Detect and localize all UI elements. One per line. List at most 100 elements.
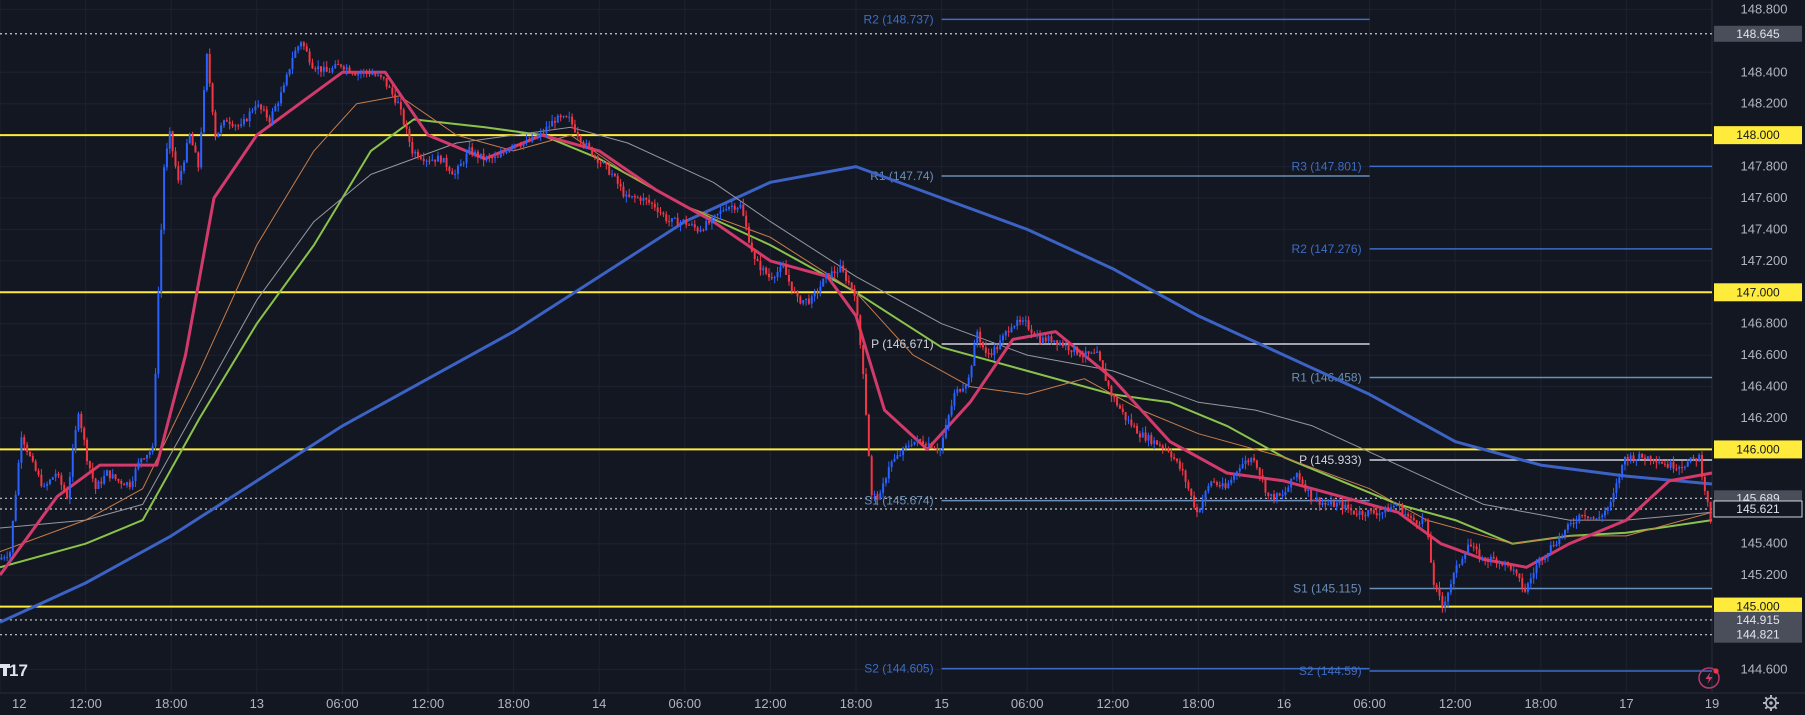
price-axis[interactable]: 148.800 148.400 148.200 147.800 147.600 147.4… xyxy=(1713,1,1803,676)
candle-body xyxy=(1449,584,1452,593)
candle-body xyxy=(1555,544,1558,547)
candle-body xyxy=(636,197,639,199)
candle-body xyxy=(71,449,74,477)
candle-body xyxy=(1370,510,1373,512)
candle-body xyxy=(1061,342,1064,347)
candle-body xyxy=(979,331,982,342)
candle-body xyxy=(357,72,360,76)
candle-body xyxy=(397,102,400,104)
candle-body xyxy=(268,117,271,123)
candle-body xyxy=(1350,508,1353,511)
candle-body xyxy=(1529,578,1532,584)
candle-body xyxy=(1150,435,1153,444)
candle-body xyxy=(100,481,103,484)
candle-body xyxy=(111,474,114,479)
candle-body xyxy=(1116,397,1119,406)
x-tick-label: 06:00 xyxy=(669,696,702,711)
candle-body xyxy=(408,128,411,143)
x-tick-label: 18:00 xyxy=(497,696,530,711)
candle-body xyxy=(505,152,508,154)
candle-body xyxy=(1030,329,1033,334)
pivot-label: R1 (146.458) xyxy=(1292,370,1362,384)
candle-body xyxy=(402,109,405,125)
candle-body xyxy=(1538,557,1541,565)
moving-average-line xyxy=(0,70,1713,576)
candle-body xyxy=(334,64,337,69)
pivot-label: S2 (144.59) xyxy=(1299,664,1362,678)
candle-body xyxy=(673,217,676,219)
candle-body xyxy=(927,442,930,446)
candle-body xyxy=(1584,515,1587,517)
candle-body xyxy=(825,273,828,279)
candle-body xyxy=(1381,512,1384,514)
candle-body xyxy=(1121,408,1124,412)
candle-body xyxy=(1070,350,1073,353)
candle-body xyxy=(1655,460,1658,463)
candle-body xyxy=(1275,493,1278,500)
x-tick-label: 12:00 xyxy=(412,696,445,711)
candle-body xyxy=(1073,346,1076,353)
candle-body xyxy=(1595,518,1598,520)
candle-body xyxy=(1509,564,1512,570)
candle-body xyxy=(103,475,106,484)
candle-body xyxy=(471,147,474,155)
candle-body xyxy=(913,441,916,445)
candle-body xyxy=(1093,352,1096,354)
candle-body xyxy=(1352,510,1355,515)
candle-body xyxy=(1087,351,1090,354)
candle-body xyxy=(962,388,964,392)
candle-body xyxy=(114,474,117,479)
candle-body xyxy=(890,461,893,468)
candle-body xyxy=(1564,529,1567,536)
candle-body xyxy=(1307,489,1310,492)
candle-body xyxy=(582,142,585,146)
candle-body xyxy=(884,478,887,484)
candle-body xyxy=(499,153,502,158)
candle-body xyxy=(1638,453,1641,460)
gear-icon[interactable] xyxy=(1763,695,1779,711)
candle-body xyxy=(1618,477,1621,484)
candle-body xyxy=(491,157,494,159)
candle-body xyxy=(214,112,217,138)
candle-body xyxy=(148,451,151,455)
candle-body xyxy=(696,227,699,232)
level-price-label: 148.000 xyxy=(1736,128,1780,142)
candle-body xyxy=(431,159,434,161)
candle-body xyxy=(767,273,770,278)
candle-body xyxy=(1398,504,1401,506)
candle-body xyxy=(1521,578,1524,588)
candle-body xyxy=(174,151,177,167)
candle-body xyxy=(63,484,66,492)
candle-body xyxy=(536,135,539,139)
candle-body xyxy=(1184,470,1187,482)
candle-body xyxy=(97,481,100,489)
candle-body xyxy=(128,482,131,488)
candle-body xyxy=(1598,516,1601,519)
candle-body xyxy=(200,132,203,168)
candle-body xyxy=(1110,385,1113,397)
candle-body xyxy=(1698,454,1701,462)
candle-body xyxy=(1415,520,1418,524)
candles xyxy=(0,40,1712,613)
candle-body xyxy=(1612,492,1615,502)
candle-body xyxy=(37,470,40,475)
x-tick-label: 12:00 xyxy=(1097,696,1130,711)
candle-body xyxy=(1669,461,1672,468)
candle-body xyxy=(91,468,94,479)
candle-body xyxy=(893,458,896,462)
candle-body xyxy=(816,292,819,294)
candle-body xyxy=(924,444,927,446)
candle-body xyxy=(947,415,950,425)
candle-body xyxy=(451,171,454,175)
candle-body xyxy=(591,147,594,156)
candle-body xyxy=(1566,524,1569,530)
time-axis[interactable]: 12 12:00 18:00 13 06:00 12:00 18:00 14 06:00 12:0… xyxy=(12,696,1719,711)
candle-body xyxy=(231,123,234,127)
candle-body xyxy=(1401,505,1404,515)
lightning-icon[interactable] xyxy=(1698,667,1720,689)
candle-body xyxy=(468,147,471,154)
candle-body xyxy=(1090,352,1093,354)
candle-body xyxy=(1427,519,1430,538)
